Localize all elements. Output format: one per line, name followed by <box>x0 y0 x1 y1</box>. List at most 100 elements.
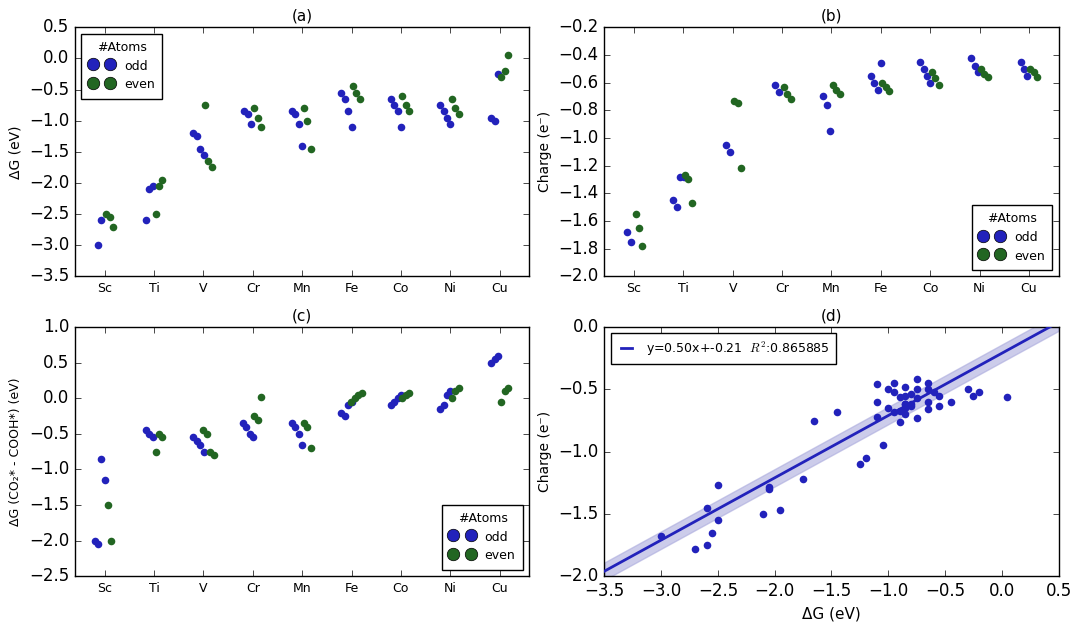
Point <box>971 387 988 397</box>
Point <box>924 387 942 397</box>
Point <box>446 103 463 113</box>
Point <box>918 71 935 81</box>
Point <box>245 103 262 113</box>
Point <box>294 440 311 450</box>
Point <box>245 411 262 421</box>
Point <box>631 223 648 233</box>
Point <box>865 77 882 88</box>
Point <box>827 84 845 94</box>
Point <box>919 397 936 407</box>
Point <box>896 410 914 420</box>
Point <box>886 407 903 417</box>
Point <box>669 202 686 212</box>
Point <box>880 86 897 96</box>
Point <box>964 391 982 401</box>
Point <box>392 390 409 400</box>
Point <box>770 88 787 98</box>
Point <box>912 57 929 67</box>
Point <box>443 393 460 403</box>
Point <box>806 415 823 425</box>
Point <box>103 536 120 546</box>
Point <box>96 475 113 485</box>
Point <box>239 110 256 120</box>
Point <box>298 421 315 432</box>
Point <box>760 481 778 491</box>
Point <box>721 147 739 157</box>
Point <box>333 408 350 418</box>
Point <box>828 407 846 417</box>
Point <box>450 110 468 120</box>
Point <box>626 209 644 219</box>
Point <box>966 61 983 71</box>
Point <box>401 387 418 398</box>
Point <box>767 81 784 91</box>
Point <box>486 116 503 126</box>
Point <box>698 540 715 550</box>
Point <box>652 531 670 541</box>
Point <box>191 440 208 450</box>
Point <box>664 195 681 205</box>
Point <box>772 505 789 515</box>
Point <box>795 474 812 484</box>
Point <box>147 209 164 219</box>
Point <box>244 432 261 442</box>
Point <box>351 94 368 104</box>
Point <box>868 397 886 407</box>
Point <box>198 429 215 439</box>
Point <box>886 378 903 388</box>
Point <box>779 89 796 99</box>
Point <box>137 215 154 226</box>
Point <box>492 397 510 407</box>
Point <box>397 100 415 110</box>
Point <box>382 400 400 410</box>
Point <box>389 106 406 117</box>
Point <box>432 404 449 414</box>
Point <box>446 386 463 396</box>
Point <box>814 91 832 101</box>
Point <box>283 106 300 117</box>
Legend: y=0.50x+-0.21  $R^2$:0.865885: y=0.50x+-0.21 $R^2$:0.865885 <box>610 333 836 364</box>
Point <box>401 106 418 117</box>
Point <box>203 163 220 173</box>
Point <box>150 181 167 191</box>
Point <box>717 140 734 150</box>
Point <box>1025 67 1042 77</box>
Point <box>432 100 449 110</box>
Point <box>927 74 944 84</box>
Point <box>298 116 315 126</box>
Point <box>435 400 453 410</box>
Title: (c): (c) <box>292 308 312 323</box>
Point <box>851 459 868 469</box>
Point <box>97 209 114 219</box>
Point <box>185 432 202 442</box>
Point <box>874 440 891 450</box>
Point <box>350 390 367 400</box>
Point <box>241 429 258 439</box>
Point <box>188 131 205 141</box>
Point <box>195 447 213 457</box>
Point <box>896 399 914 410</box>
Point <box>386 397 403 407</box>
Point <box>687 544 704 554</box>
Point <box>902 389 919 399</box>
Point <box>873 58 890 68</box>
Point <box>339 400 356 410</box>
Point <box>442 386 459 396</box>
Point <box>489 69 507 79</box>
Legend: odd, even: odd, even <box>81 33 162 99</box>
Point <box>822 126 839 136</box>
Point <box>483 113 500 123</box>
Point <box>1028 72 1045 82</box>
Point <box>442 118 459 129</box>
Point <box>832 89 849 99</box>
Point <box>775 82 793 92</box>
Point <box>140 429 158 439</box>
Point <box>999 392 1016 402</box>
Point <box>886 387 903 397</box>
Point <box>919 404 936 415</box>
Point <box>153 175 171 185</box>
Point <box>302 443 320 453</box>
Point <box>343 397 361 407</box>
Point <box>200 156 217 166</box>
Point <box>137 425 154 435</box>
